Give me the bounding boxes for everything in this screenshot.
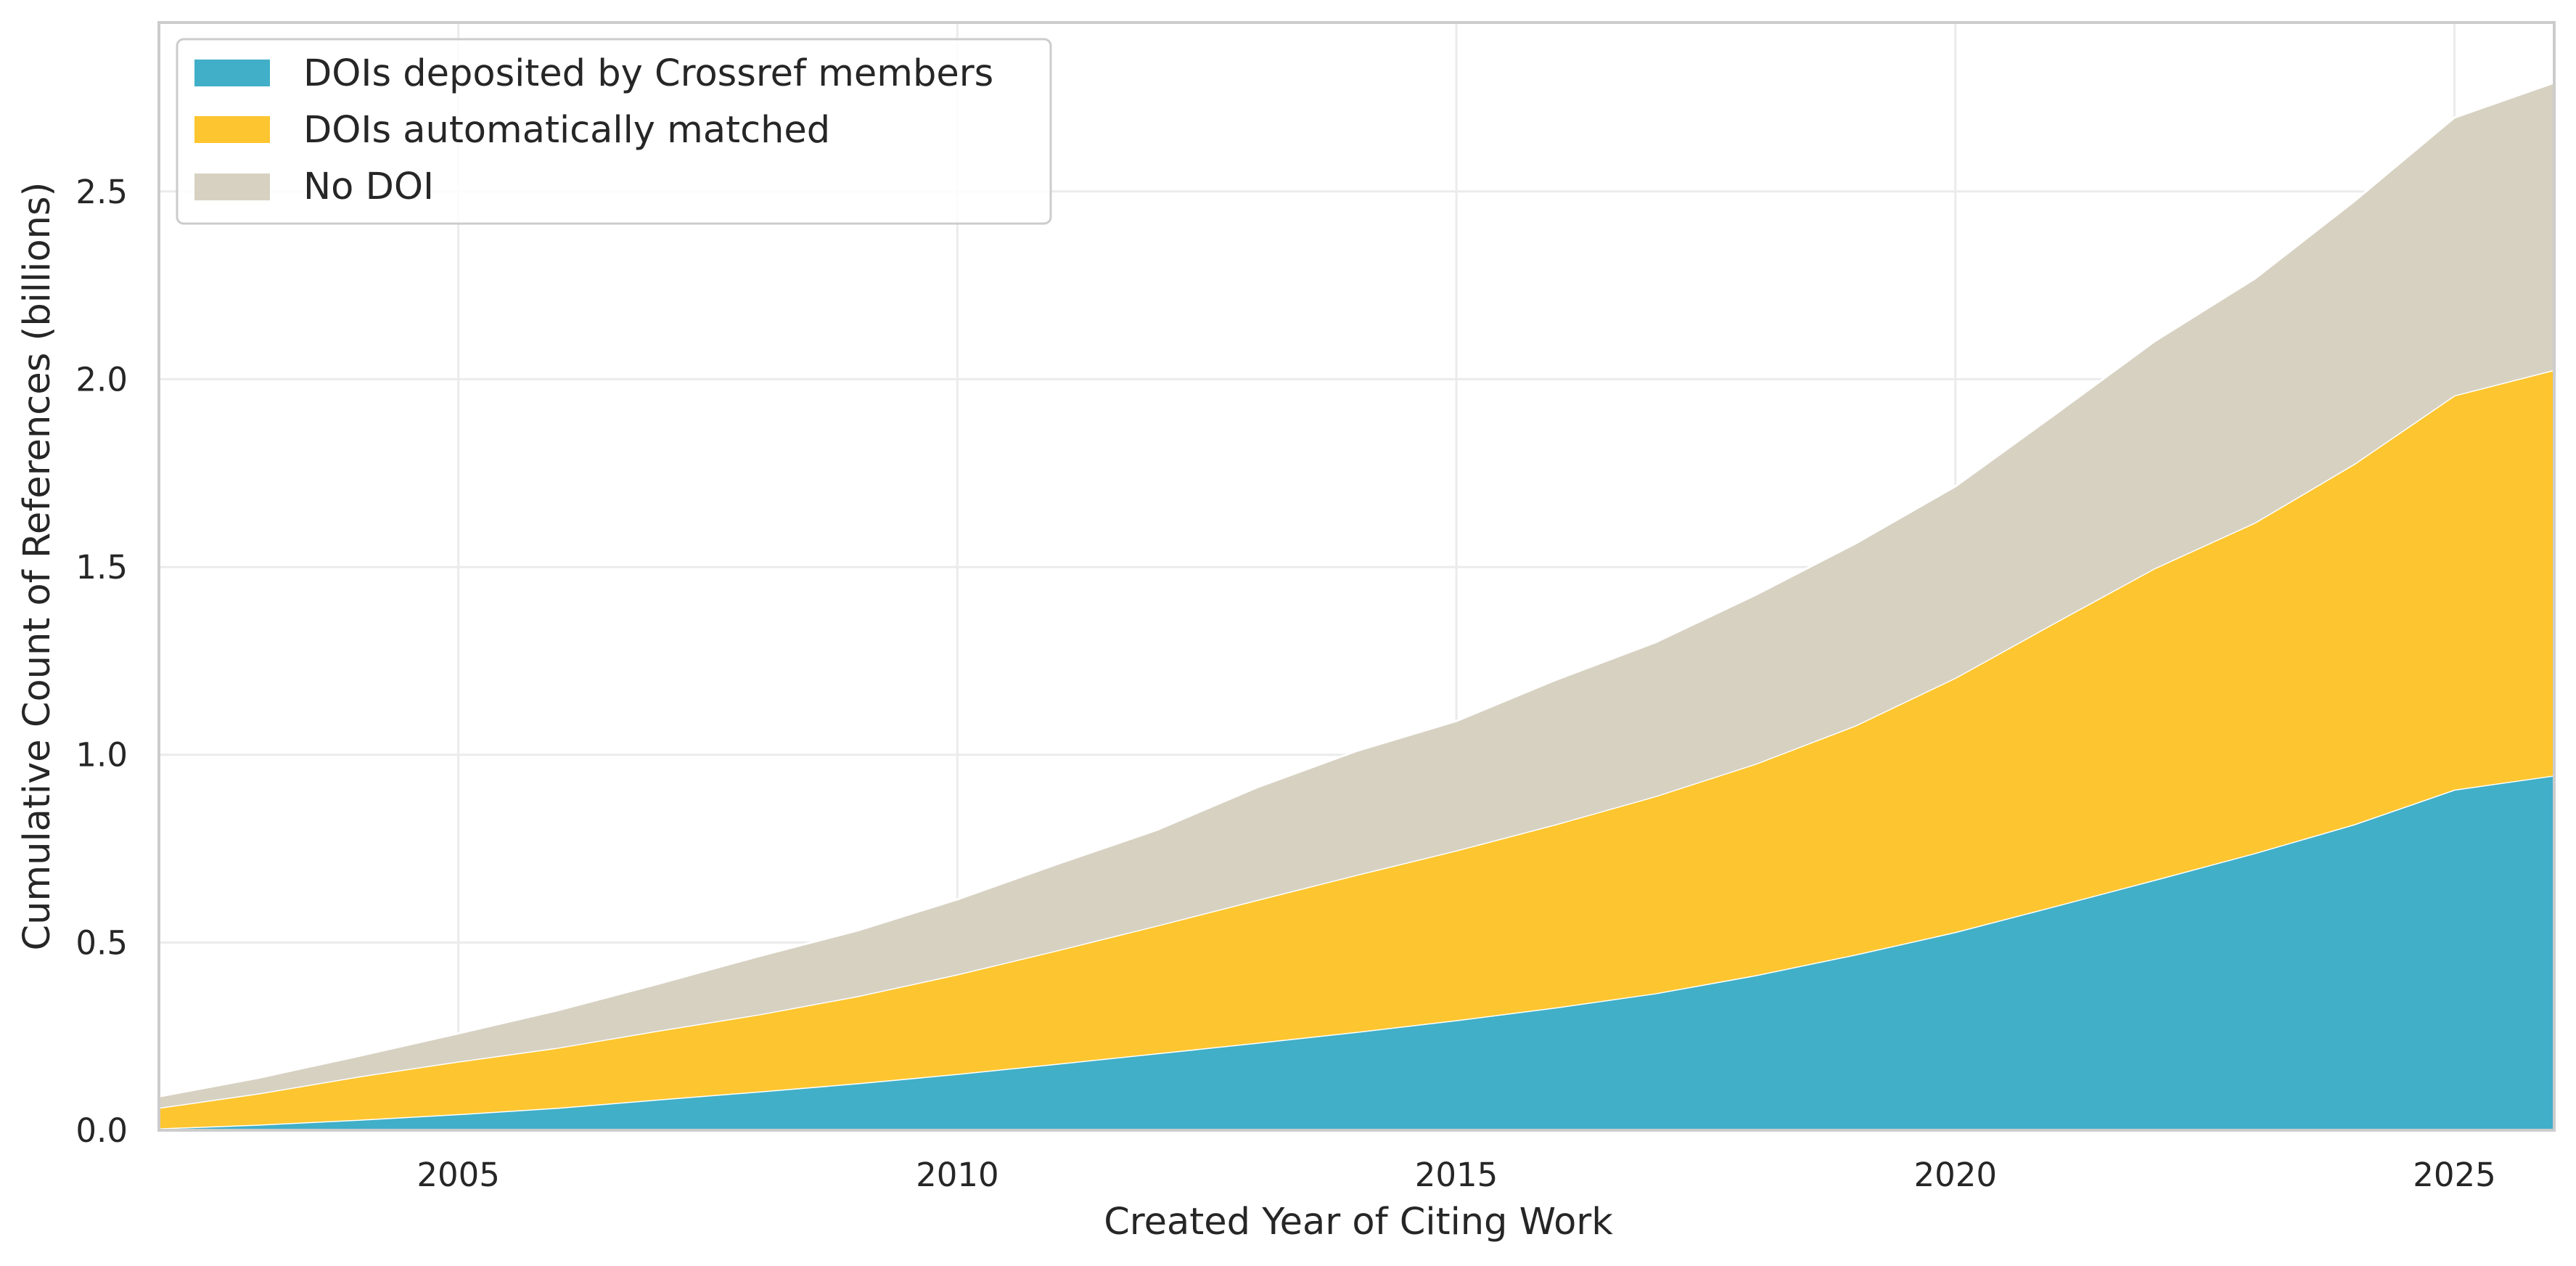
- plot-frame: [157, 21, 2556, 1132]
- legend-swatch-no-doi: [194, 173, 270, 200]
- y-tick-label-2.0: 2.0: [75, 360, 128, 399]
- y-axis-title: Cumulative Count of References (billions…: [16, 182, 59, 951]
- y-tick-label-2.5: 2.5: [75, 173, 128, 211]
- legend-swatch-auto-matched: [194, 116, 270, 143]
- y-tick-label-0.0: 0.0: [75, 1111, 128, 1150]
- x-tick-label-2010: 2010: [916, 1156, 999, 1194]
- plot-border: [157, 21, 2556, 1132]
- tick-labels: 2005 2010 2015 2020 2025 0.0 0.5 1.0 1.5 2.0 2.5: [75, 173, 2495, 1194]
- y-tick-label-1.0: 1.0: [75, 736, 128, 775]
- x-tick-label-2005: 2005: [417, 1156, 500, 1194]
- x-tick-label-2020: 2020: [1913, 1156, 1997, 1194]
- area-crossref-deposited: [159, 775, 2554, 1130]
- area-series: [158, 81, 2555, 1130]
- legend: DOIs deposited by Crossref members DOIs …: [176, 38, 1052, 225]
- y-tick-label-0.5: 0.5: [75, 923, 128, 962]
- x-axis-title: Created Year of Citing Work: [1104, 1201, 1613, 1243]
- legend-frame: [176, 38, 1052, 225]
- area-auto-matched: [159, 369, 2554, 1129]
- legend-label-crossref-deposited: DOIs deposited by Crossref members: [303, 52, 993, 95]
- legend-label-auto-matched: DOIs automatically matched: [303, 109, 830, 152]
- area-no-doi: [159, 82, 2554, 1108]
- y-tick-label-1.5: 1.5: [75, 548, 128, 587]
- area-edge-no-doi: [158, 81, 2555, 1098]
- x-tick-label-2015: 2015: [1415, 1156, 1498, 1194]
- x-tick-label-2025: 2025: [2413, 1156, 2496, 1194]
- legend-label-no-doi: No DOI: [303, 166, 434, 208]
- legend-swatch-crossref-deposited: [194, 60, 270, 86]
